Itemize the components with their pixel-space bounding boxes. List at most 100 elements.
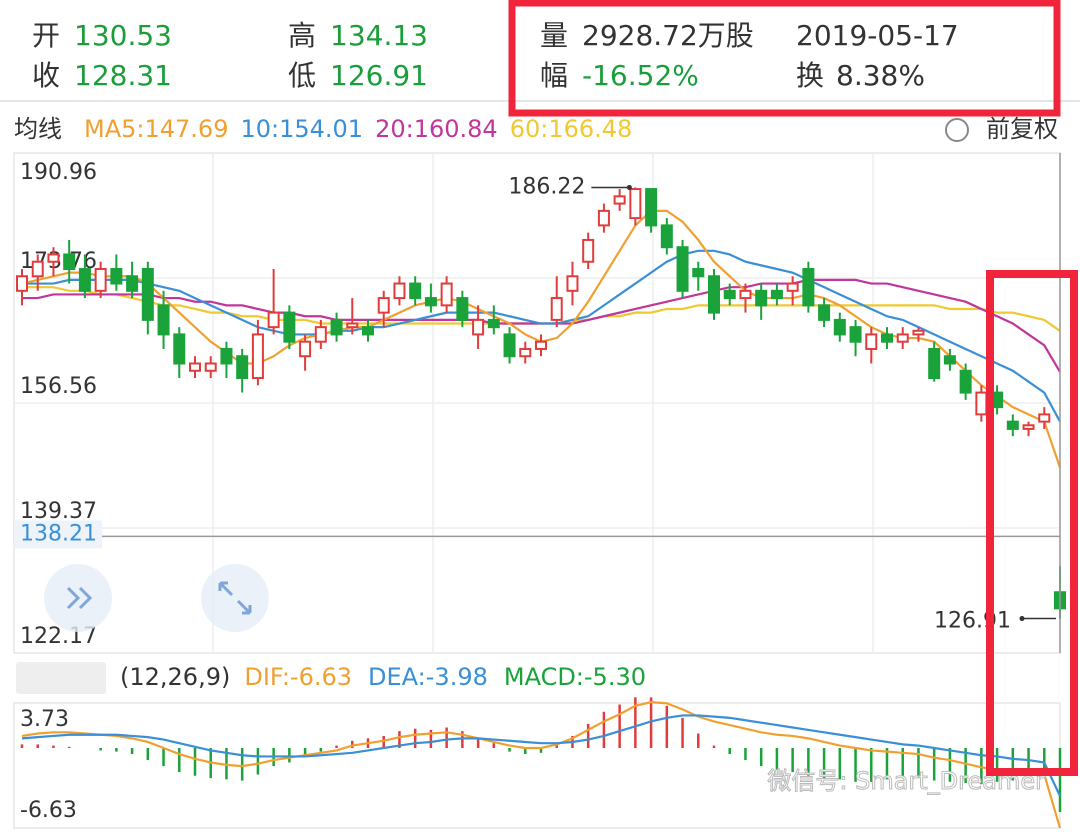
low-value: 126.91 xyxy=(330,59,428,92)
candle-body xyxy=(739,289,752,300)
candle-body xyxy=(865,333,878,350)
expand-icon xyxy=(218,581,252,615)
turnover-value: 8.38% xyxy=(836,59,925,92)
candle-body xyxy=(456,297,469,321)
change-label: 幅 xyxy=(540,59,568,92)
candle-body xyxy=(409,282,422,300)
candle-body xyxy=(94,268,107,292)
open-label: 开 xyxy=(32,19,60,52)
annotation: 126.91 xyxy=(934,609,1011,634)
crosshair-label: 138.21 xyxy=(20,521,97,546)
high-label: 高 xyxy=(288,19,316,52)
adjust-option[interactable]: 前复权 xyxy=(986,115,1058,143)
legend-entry: 20:160.84 xyxy=(375,115,498,143)
candle-body xyxy=(63,253,76,271)
candle-body xyxy=(346,322,359,329)
candle-body xyxy=(314,326,327,343)
candle-body xyxy=(1006,420,1019,430)
candle-body xyxy=(550,297,563,321)
y-tick-label: 190.96 xyxy=(20,160,97,185)
candle-body xyxy=(912,329,925,336)
candle-body xyxy=(975,391,988,416)
candle-body xyxy=(645,188,658,227)
candle-body xyxy=(267,311,280,329)
highlight-box xyxy=(508,0,1061,117)
candle-body xyxy=(424,297,437,307)
candle-body xyxy=(16,275,28,292)
candle-body xyxy=(1022,424,1035,430)
high-value: 134.13 xyxy=(330,19,428,52)
candle-body xyxy=(566,275,579,292)
candle-body xyxy=(723,289,736,300)
scroll-icon xyxy=(66,586,93,610)
candle-body xyxy=(755,289,768,307)
volume-value: 2928.72万股 xyxy=(582,19,754,52)
macd-params: (12,26,9) xyxy=(120,663,230,691)
candle-body xyxy=(204,362,217,372)
candle-body xyxy=(220,347,233,365)
date: 2019-05-17 xyxy=(796,19,959,52)
close-value: 128.31 xyxy=(74,59,172,92)
candle-body xyxy=(157,304,170,336)
settings-icon[interactable] xyxy=(945,118,969,142)
annotation-dot xyxy=(1019,616,1025,622)
legend-entry: DIF:-6.63 xyxy=(244,663,352,691)
candle-body xyxy=(283,311,296,343)
candle-body xyxy=(582,238,595,263)
candle-body xyxy=(629,188,642,220)
candle-body xyxy=(78,268,91,292)
annotation-dot xyxy=(626,184,632,190)
candle-body xyxy=(236,355,249,380)
candle-body xyxy=(251,333,264,380)
annotation: 186.22 xyxy=(508,174,585,199)
macd-line xyxy=(21,714,1061,797)
low-label: 低 xyxy=(288,59,316,92)
candle-body xyxy=(802,268,815,307)
legend-entry: DEA:-3.98 xyxy=(368,663,488,691)
candle-body xyxy=(330,318,343,336)
candle-body xyxy=(928,347,941,380)
open-value: 130.53 xyxy=(74,19,172,52)
candle-body xyxy=(535,340,547,350)
candle-body xyxy=(597,209,610,227)
macd-tag[interactable] xyxy=(16,662,106,694)
candle-body xyxy=(660,224,673,249)
y-tick-label: 139.37 xyxy=(20,499,97,524)
candle-body xyxy=(708,275,720,314)
y-tick-label: 3.73 xyxy=(20,707,69,732)
candle-body xyxy=(881,333,893,343)
legend-entry: MACD:-5.30 xyxy=(504,663,646,691)
candle-body xyxy=(47,253,60,263)
candle-body xyxy=(896,333,909,343)
macd-line xyxy=(21,701,1062,829)
candle-body xyxy=(676,246,689,292)
highlight-box xyxy=(986,270,1078,776)
candle-body xyxy=(362,326,374,336)
candle-body xyxy=(299,340,312,358)
candle-body xyxy=(141,268,154,321)
ma-title: 均线 xyxy=(14,115,62,143)
candle-body xyxy=(613,195,626,205)
ma-line xyxy=(22,249,1061,423)
volume-label: 量 xyxy=(540,19,568,52)
candle-body xyxy=(189,362,201,372)
candle-body xyxy=(943,355,956,365)
candle-body xyxy=(503,333,516,358)
candle-body xyxy=(173,333,186,365)
candle-body xyxy=(1038,413,1051,423)
expand-button[interactable] xyxy=(201,564,269,632)
y-tick-label: 156.56 xyxy=(20,374,97,399)
legend-entry: MA5:147.69 xyxy=(84,115,228,143)
candle-body xyxy=(770,289,783,300)
candle-body xyxy=(377,297,390,314)
candle-body xyxy=(31,260,44,278)
candle-body xyxy=(110,268,123,285)
candle-body xyxy=(786,282,799,292)
candle-body xyxy=(440,282,453,307)
candle-body xyxy=(959,369,972,394)
candle-body xyxy=(472,318,485,336)
candle-body xyxy=(833,318,846,336)
y-tick-label: -6.63 xyxy=(20,798,77,823)
candle-body xyxy=(692,268,705,278)
